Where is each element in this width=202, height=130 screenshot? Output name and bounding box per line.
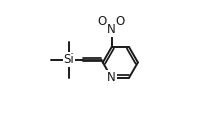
- Text: O: O: [115, 15, 124, 28]
- Text: N: N: [107, 23, 115, 36]
- Text: Si: Si: [63, 53, 74, 66]
- Text: O: O: [97, 15, 106, 28]
- Text: N: N: [107, 71, 115, 84]
